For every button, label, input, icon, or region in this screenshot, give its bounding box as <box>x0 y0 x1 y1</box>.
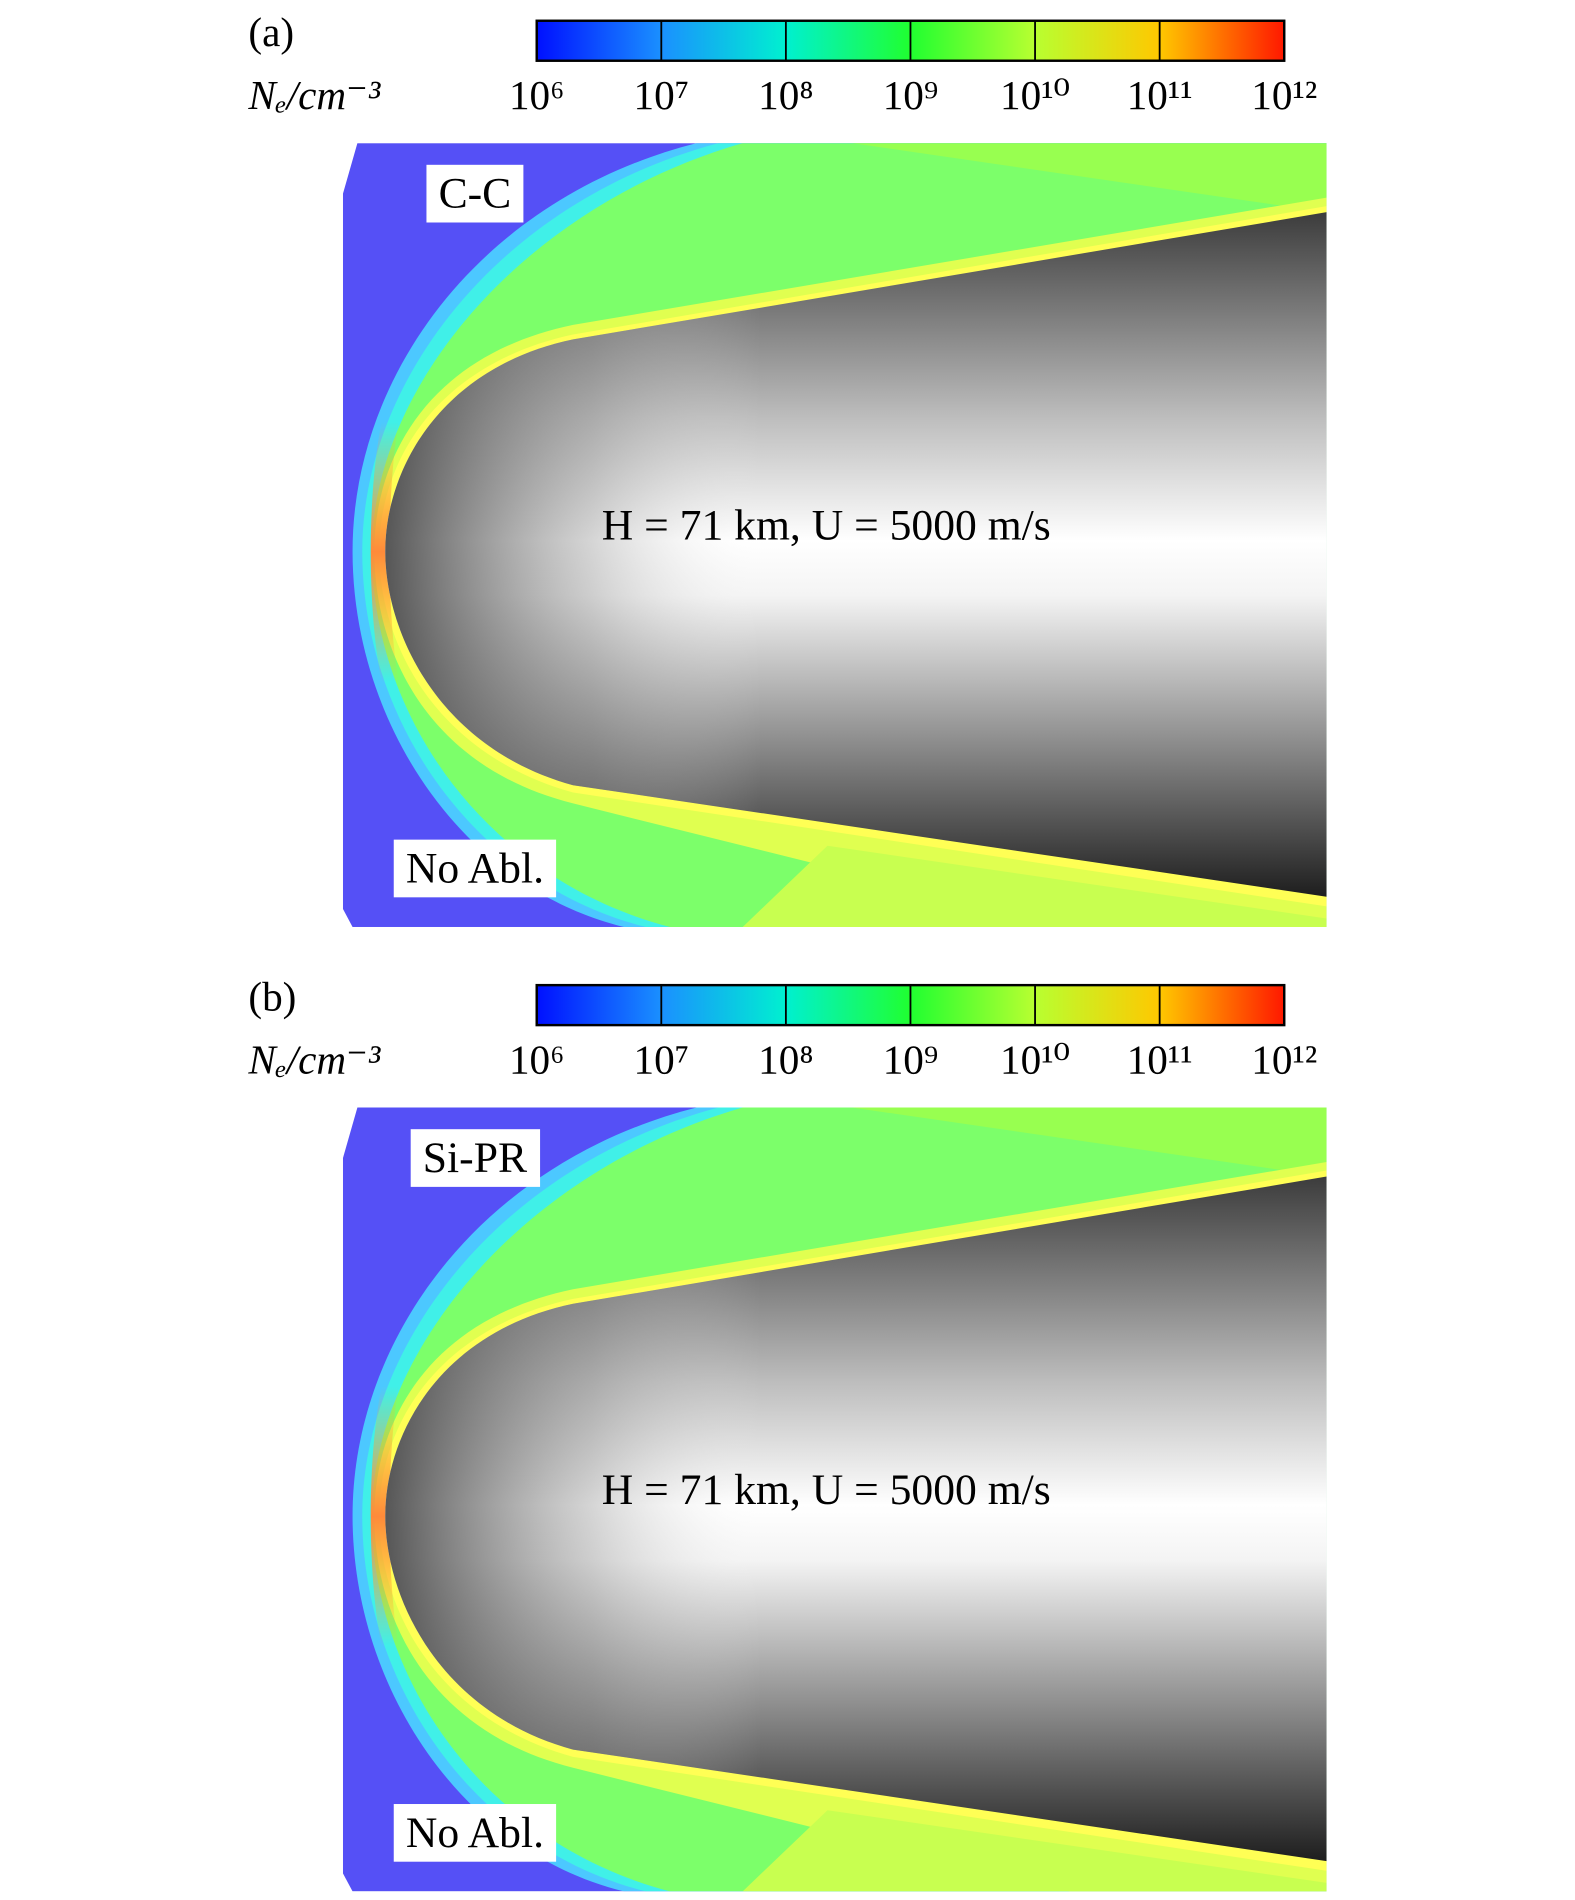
panel: (b) 10⁶ 10⁷ 10⁸ 10⁹ 10¹⁰ 10¹¹ 10¹² Nₑ/cm⁻³ Si-PR N… <box>247 973 1327 1892</box>
panel: (a) 10⁶ 10⁷ 10⁸ 10⁹ 10¹⁰ 10¹¹ 10¹² Nₑ/cm⁻³ C-C No … <box>247 9 1327 927</box>
colorbar-tick-label: 10⁸ <box>758 72 814 118</box>
lower-green <box>742 1810 1327 1892</box>
body-nose-shade <box>385 212 1327 897</box>
nose-orange <box>370 421 399 683</box>
colorbar-tick-label: 10⁶ <box>509 1036 565 1082</box>
condition-label: H = 71 km, U = 5000 m/s <box>602 502 1051 550</box>
colorbar-tick-label: 10¹² <box>1251 1036 1317 1082</box>
label-box <box>410 1129 541 1187</box>
outer-green <box>851 1107 1327 1177</box>
body-nose-shade <box>385 1176 1327 1862</box>
colorbar-tick-label: 10⁹ <box>883 1036 939 1082</box>
colorbar-tick-label: 10⁸ <box>758 1036 814 1082</box>
panel-label: (a) <box>248 9 294 56</box>
colorbar-tick-label: 10⁷ <box>634 1036 690 1082</box>
colorbar-tick-label: 10⁹ <box>883 72 939 118</box>
label-box <box>393 1804 557 1862</box>
panel-label: (b) <box>248 973 296 1020</box>
colorbar-tick-label: 10¹⁰ <box>1000 72 1070 118</box>
flow-field <box>342 1107 1327 1892</box>
colorbar-tick-label: 10⁶ <box>509 72 565 118</box>
colorbar-tick-label: 10¹¹ <box>1127 1036 1193 1082</box>
condition-label: H = 71 km, U = 5000 m/s <box>602 1466 1051 1514</box>
material-label: Si-PR <box>423 1134 528 1182</box>
colorbar-tick-label: 10¹¹ <box>1127 72 1193 118</box>
colorbar-label: Nₑ/cm⁻³ <box>247 72 380 118</box>
colorbar-label: Nₑ/cm⁻³ <box>247 1036 380 1082</box>
lower-green <box>742 845 1327 927</box>
case-label: No Abl. <box>406 844 544 892</box>
colorbar-tick-label: 10⁷ <box>634 72 690 118</box>
material-label: C-C <box>439 170 512 218</box>
colorbar-tick-label: 10¹⁰ <box>1000 1036 1070 1082</box>
case-label: No Abl. <box>406 1809 544 1857</box>
flow-field <box>342 143 1327 927</box>
colorbar-tick-label: 10¹² <box>1251 72 1317 118</box>
label-box <box>393 839 557 898</box>
nose-orange <box>370 1386 399 1647</box>
label-box <box>426 164 524 223</box>
